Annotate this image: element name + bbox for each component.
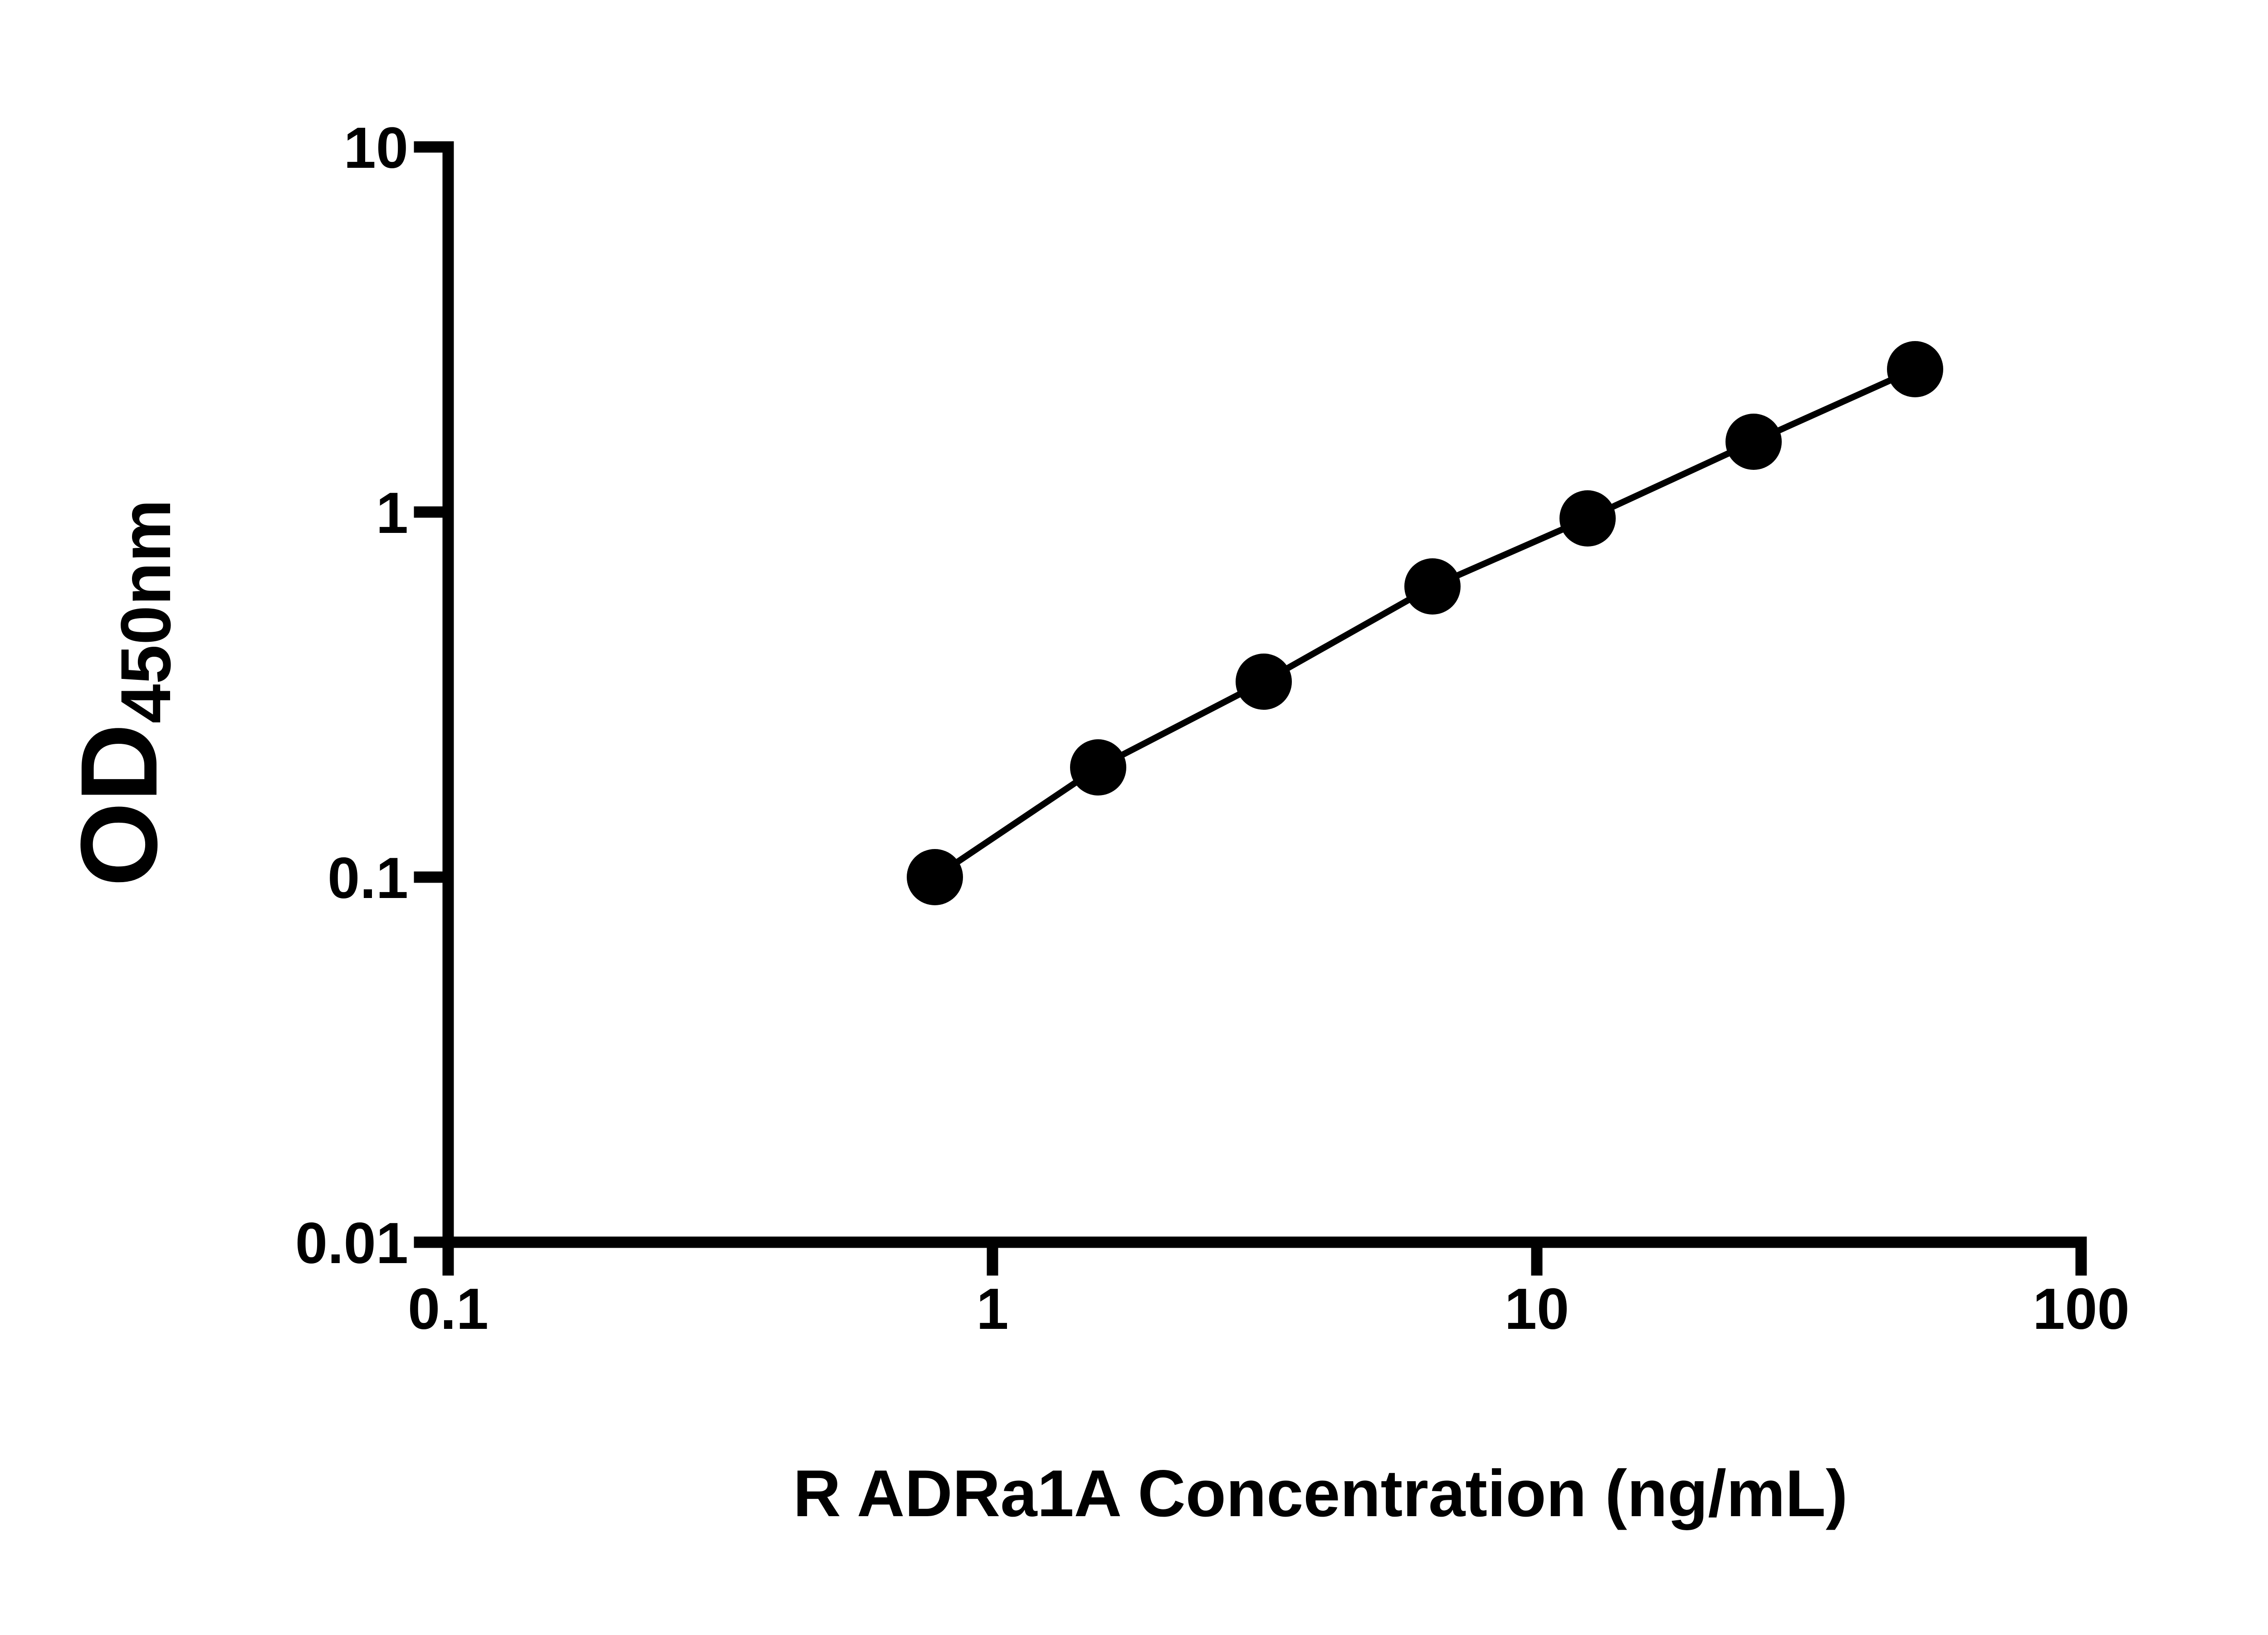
svg-text:0.01: 0.01 <box>295 1211 408 1276</box>
svg-text:R ADRa1A Concentration (ng/mL): R ADRa1A Concentration (ng/mL) <box>793 1456 1848 1530</box>
svg-text:1: 1 <box>976 1277 1008 1342</box>
svg-text:0.1: 0.1 <box>327 846 408 911</box>
svg-text:1: 1 <box>376 481 408 546</box>
svg-text:10: 10 <box>344 116 408 181</box>
svg-text:0.1: 0.1 <box>408 1277 489 1342</box>
svg-text:100: 100 <box>2033 1277 2130 1342</box>
svg-text:OD450nm: OD450nm <box>58 499 186 887</box>
svg-text:10: 10 <box>1505 1277 1569 1342</box>
